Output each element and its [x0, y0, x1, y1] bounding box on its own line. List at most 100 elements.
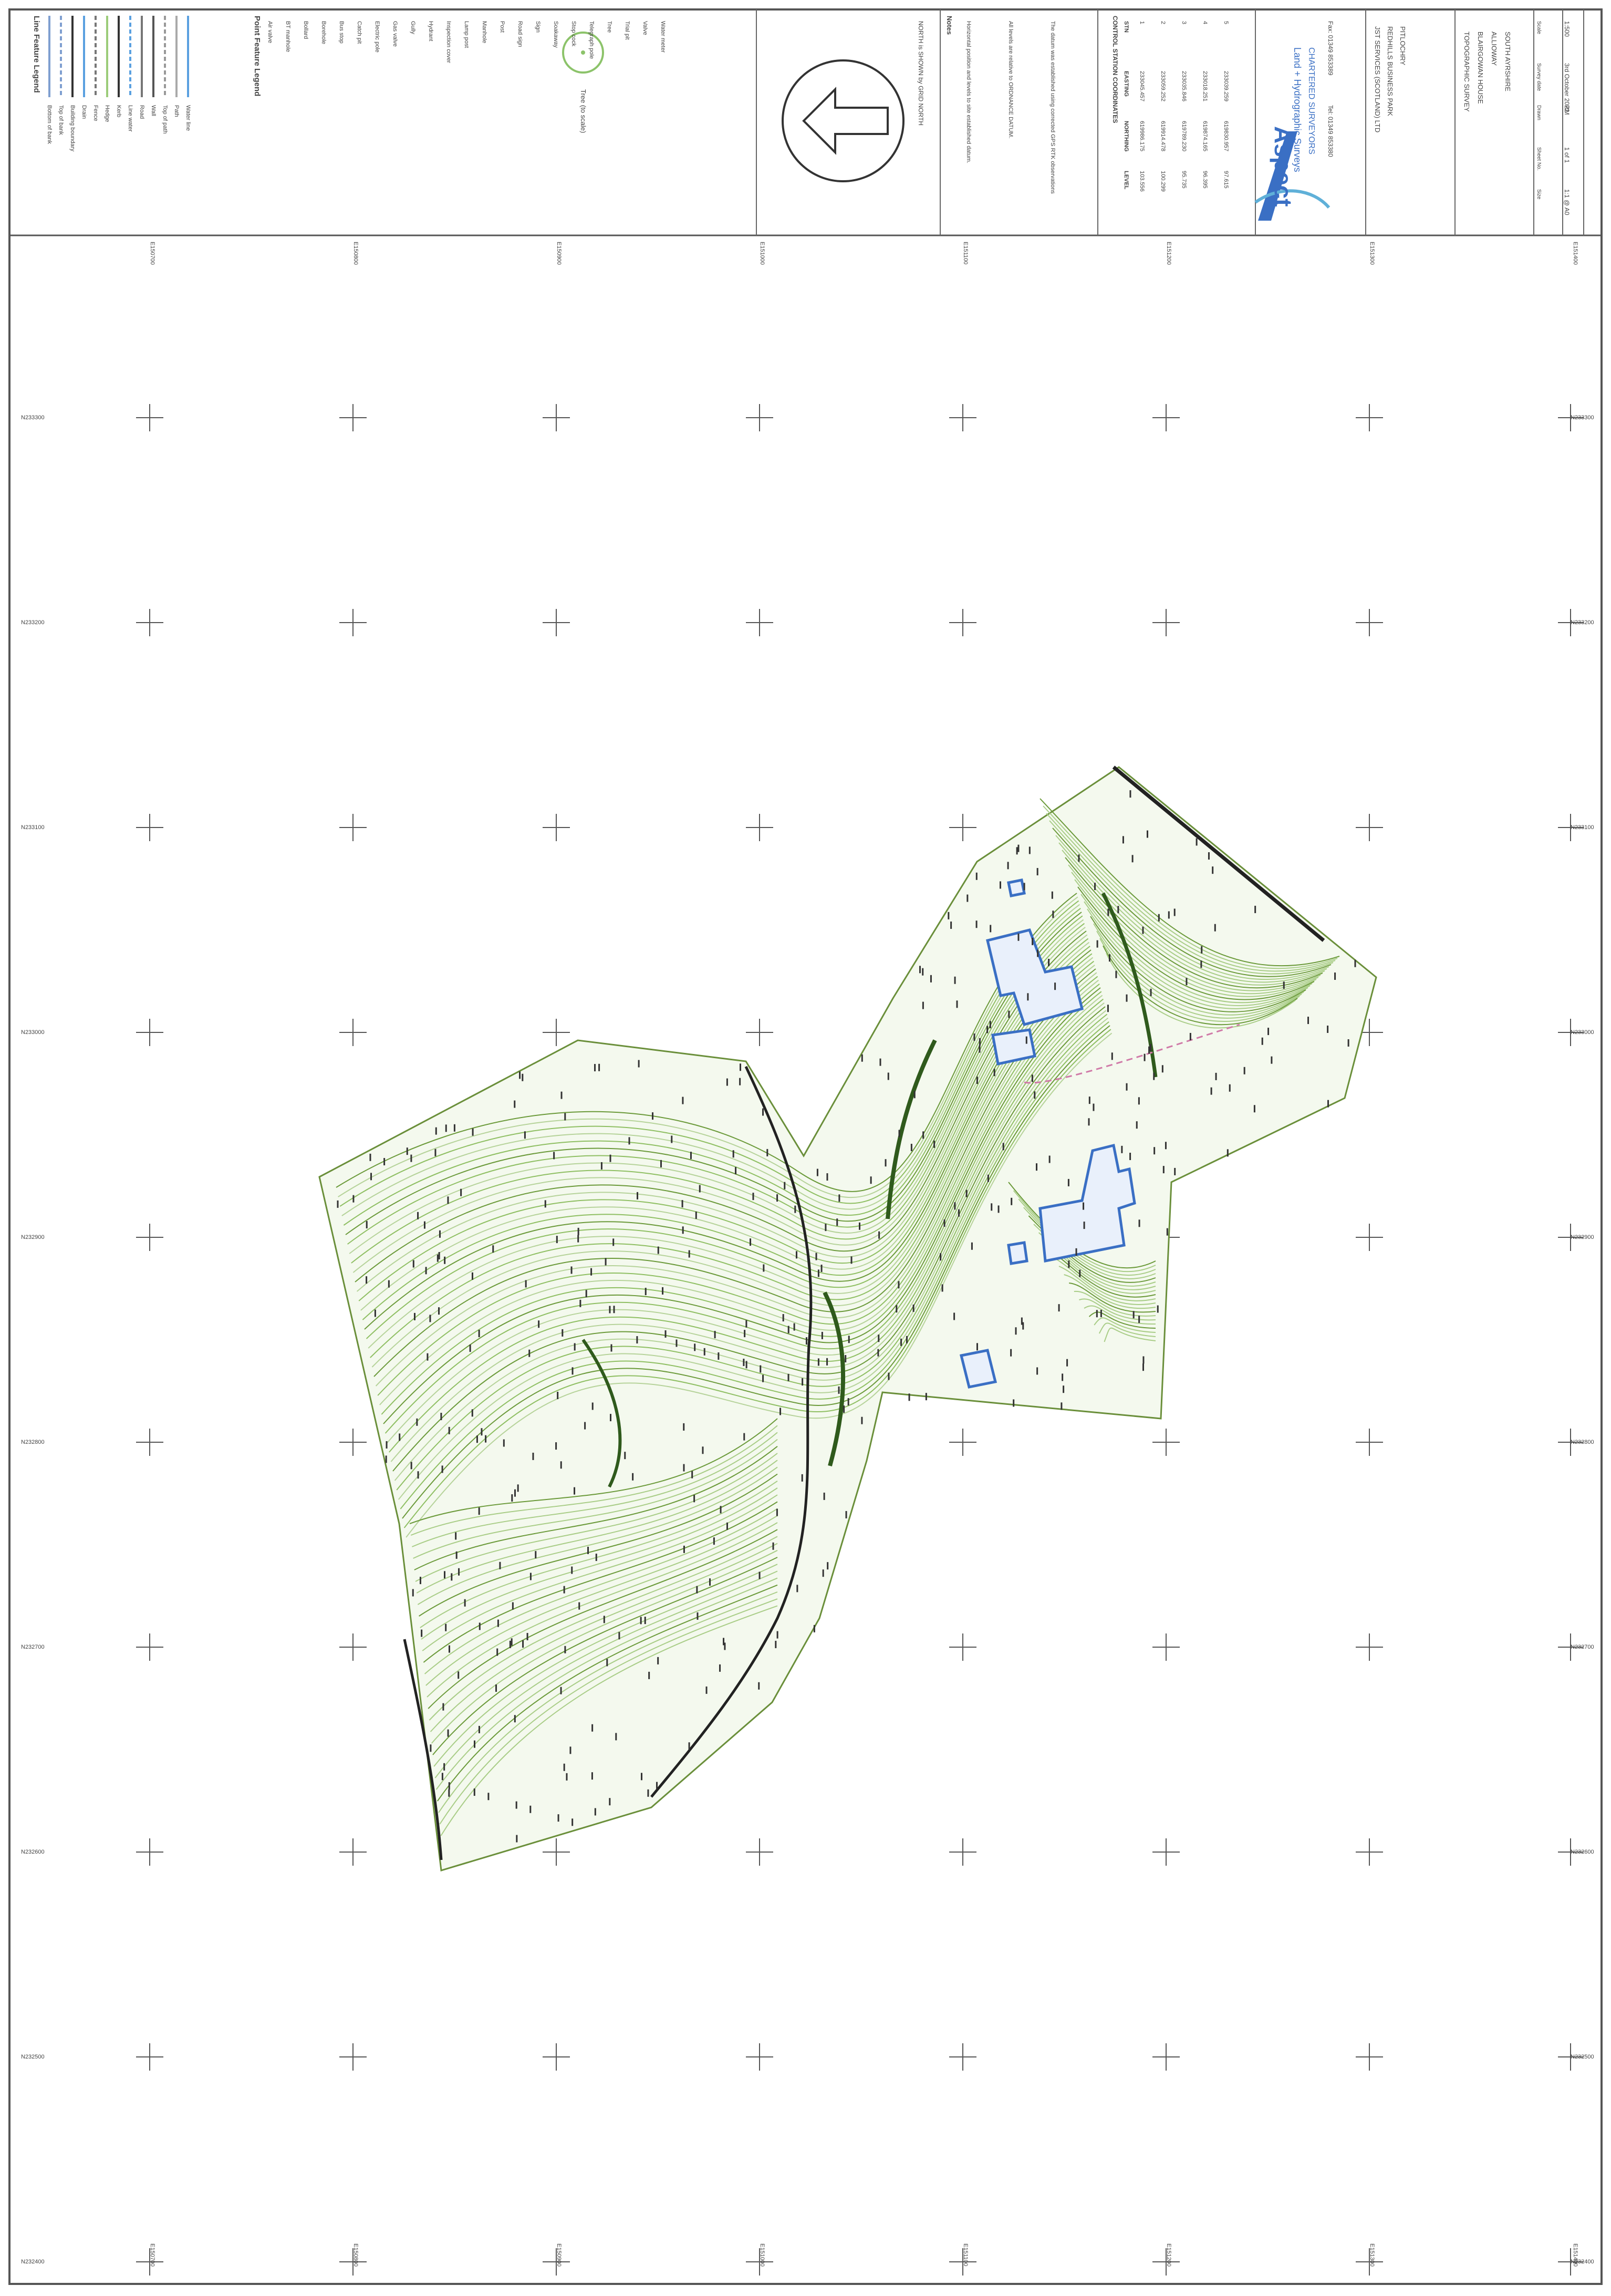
grid-cross: [136, 609, 163, 636]
grid-easting-bottom: E150700: [149, 2243, 155, 2267]
spot-level-marker: [440, 1412, 442, 1420]
spot-level-marker: [1168, 911, 1170, 919]
spot-level-marker: [618, 1632, 620, 1640]
spot-level-marker: [779, 1408, 782, 1415]
spot-level-marker: [1054, 982, 1056, 990]
spot-level-marker: [906, 1336, 908, 1343]
spot-level-marker: [993, 1069, 995, 1077]
spot-level-marker: [699, 1185, 701, 1193]
grid-cross: [746, 1838, 773, 1866]
grid-cross: [339, 2043, 367, 2071]
contour-line: [1080, 894, 1313, 1004]
contour-line: [440, 1605, 778, 1836]
contour-line: [1069, 1283, 1156, 1313]
grid-cross: [949, 609, 976, 636]
spot-level-marker: [823, 1492, 825, 1500]
grid-northing-left: N232600: [21, 1849, 45, 1855]
line-legend-item: Drain: [81, 105, 87, 119]
spot-level-marker: [563, 1586, 565, 1594]
contour-line: [381, 984, 1100, 1415]
spot-level-marker: [726, 1522, 728, 1530]
grid-cross: [1152, 609, 1180, 636]
control-table-cell: 5: [1223, 21, 1229, 25]
grid-cross: [136, 2248, 163, 2276]
spot-level-marker: [826, 1358, 828, 1366]
spot-level-marker: [636, 1336, 638, 1344]
spot-level-marker: [758, 1571, 761, 1579]
grid-cross: [136, 404, 163, 431]
spot-level-marker: [413, 1312, 415, 1320]
contour-line: [425, 1515, 778, 1686]
building-steading: [1038, 1143, 1136, 1263]
spot-level-marker: [429, 1315, 431, 1322]
spot-level-marker: [1307, 1017, 1309, 1025]
spot-level-marker: [514, 1489, 516, 1497]
spot-level-marker: [526, 1632, 528, 1640]
spot-level-marker: [718, 1352, 720, 1360]
spot-level-marker: [922, 1131, 924, 1139]
spot-level-marker: [478, 1725, 480, 1733]
grid-cross: [339, 1019, 367, 1046]
spot-level-marker: [476, 1435, 478, 1443]
spot-level-marker: [624, 1452, 626, 1460]
spot-level-marker: [743, 1359, 745, 1367]
spot-level-marker: [606, 1659, 608, 1667]
point-legend-item: Inspection cover: [445, 21, 452, 64]
spot-level-marker: [821, 1331, 823, 1339]
spot-level-marker: [758, 1682, 760, 1690]
spot-level-marker: [954, 1202, 956, 1210]
spot-level-marker: [752, 1193, 754, 1201]
contour-line: [1094, 1317, 1156, 1333]
spot-level-marker: [772, 1542, 774, 1550]
spot-level-marker: [878, 1231, 880, 1239]
grid-cross: [1558, 2248, 1584, 2276]
spot-level-marker: [1327, 1100, 1329, 1108]
grid-cross: [1558, 1838, 1584, 1866]
point-legend-item: Electric pole: [374, 21, 380, 53]
contour-line: [384, 991, 1102, 1434]
spot-level-marker: [745, 1361, 747, 1369]
spot-level-marker: [458, 1568, 460, 1576]
contour-line: [362, 946, 1090, 1320]
line-legend-item: Hedge: [104, 105, 110, 122]
spot-level-marker: [1008, 1010, 1010, 1018]
spot-level-marker: [478, 1330, 480, 1338]
spot-level-marker: [1267, 1028, 1270, 1036]
control-table-cell: 97.615: [1223, 171, 1229, 189]
grid-cross: [1356, 1429, 1383, 1456]
spot-level-marker: [528, 1349, 531, 1357]
control-table-cell: 619830.957: [1223, 121, 1229, 152]
spot-level-marker: [801, 1474, 803, 1482]
control-table-header: EASTING: [1123, 71, 1129, 97]
contour-line: [1084, 1305, 1156, 1325]
spot-level-marker: [591, 1402, 594, 1410]
grid-cross: [746, 404, 773, 431]
spot-level-marker: [1079, 1269, 1081, 1277]
contour-line: [1106, 953, 1296, 1029]
spot-level-marker: [496, 1648, 498, 1656]
spot-level-marker: [815, 1253, 817, 1260]
spot-level-marker: [784, 1182, 786, 1190]
spot-level-marker: [1010, 1349, 1012, 1357]
spot-level-marker: [512, 1602, 514, 1610]
spot-level-marker: [522, 1073, 524, 1081]
spot-level-marker: [1107, 908, 1109, 916]
spot-level-marker: [703, 1348, 705, 1356]
spot-level-marker: [443, 1763, 445, 1771]
building-small-store: [1007, 878, 1026, 897]
spot-level-marker: [1036, 868, 1038, 876]
spot-level-marker: [374, 1309, 376, 1317]
spot-level-marker: [719, 1664, 721, 1672]
spot-level-marker: [383, 1158, 386, 1166]
contour-lines: [336, 798, 1340, 1836]
spot-level-marker: [458, 1671, 460, 1679]
spot-level-marker: [571, 1566, 573, 1574]
spot-level-marker: [388, 1280, 390, 1288]
spot-level-marker: [1048, 958, 1050, 966]
spot-level-marker: [577, 1235, 579, 1243]
spot-level-marker: [448, 1426, 450, 1434]
grid-cross: [1152, 1838, 1180, 1866]
access-road: [1024, 1023, 1240, 1084]
spot-level-marker: [766, 1149, 768, 1156]
line-legend-item: Building boundary: [69, 105, 76, 152]
